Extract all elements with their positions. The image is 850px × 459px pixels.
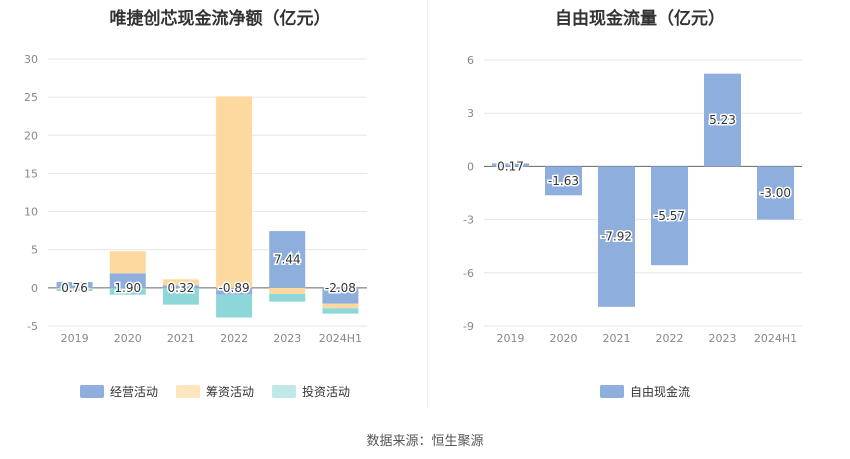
right-ytick-label-1: -6 [463, 267, 474, 280]
right-data-label-5: -3.00 [760, 186, 791, 200]
left-bar-2-5 [322, 308, 359, 314]
right-bar-0-0 [492, 163, 529, 167]
legend-item-operating[interactable]: 经营活动 [80, 383, 158, 400]
right-bar-0-1 [545, 166, 582, 196]
left-data-label-1: 1.90 [114, 281, 141, 295]
legend-swatch-operating [80, 385, 104, 398]
right-data-label-4: 5.23 [709, 113, 736, 127]
legend-label-financing: 筹资活动 [206, 385, 255, 399]
right-chart-plot: -9 -6 -3 0 3 6 2019 2020 2021 2022 2023 2024H1 0.17 -… [463, 54, 802, 345]
left-xtick-label-1: 2020 [114, 332, 142, 345]
left-data-label-5: -2.08 [325, 281, 356, 295]
right-data-label-0: 0.17 [497, 159, 524, 173]
right-chart-title: 自由现金流量（亿元） [555, 9, 725, 29]
legend-swatch-free-cash-flow [600, 385, 624, 398]
left-bar-2-2 [162, 287, 199, 305]
left-xtick-label-0: 2019 [61, 332, 89, 345]
right-data-label-1: -1.63 [548, 174, 579, 188]
left-ytick-label-6: 25 [24, 91, 38, 104]
right-data-label-3: -5.57 [654, 209, 685, 223]
panel-divider [427, 0, 428, 408]
right-ytick-label-5: 6 [467, 54, 474, 67]
left-bar-2-3 [216, 294, 253, 318]
data-source-note: 数据来源：恒生聚源 [366, 434, 484, 449]
left-bar-1-2 [162, 279, 199, 286]
right-data-label-2: -7.92 [601, 230, 632, 244]
left-data-label-2: 0.32 [168, 281, 195, 295]
right-ytick-label-0: -9 [463, 320, 474, 333]
left-bar-0-2 [162, 285, 199, 288]
left-bar-0-0 [56, 282, 93, 288]
left-bar-1-1 [109, 251, 146, 274]
left-bar-0-4 [269, 231, 306, 288]
left-chart-title: 唯捷创芯现金流净额（亿元） [109, 9, 331, 29]
right-xtick-label-0: 2019 [497, 332, 525, 345]
right-xtick-label-4: 2023 [709, 332, 737, 345]
legend-label-investing: 投资活动 [302, 385, 351, 399]
legend-item-investing[interactable]: 投资活动 [272, 383, 350, 400]
left-ytick-label-5: 20 [24, 129, 38, 142]
left-bar-0-5 [322, 287, 359, 304]
left-bar-0-1 [109, 273, 146, 288]
legend-swatch-investing [272, 385, 297, 398]
left-ytick-label-3: 10 [24, 206, 38, 219]
right-xtick-label-3: 2022 [656, 332, 684, 345]
right-ytick-label-4: 3 [467, 107, 474, 120]
legend-item-financing[interactable]: 筹资活动 [176, 383, 254, 400]
legend-label-operating: 经营活动 [110, 385, 159, 399]
left-ytick-label-4: 15 [24, 167, 38, 180]
left-ytick-label-1: 0 [31, 282, 38, 295]
left-xtick-label-2: 2021 [167, 332, 195, 345]
left-bar-1-3 [216, 96, 253, 288]
left-data-label-0: 0.76 [61, 281, 88, 295]
right-xtick-label-2: 2021 [603, 332, 631, 345]
right-bar-0-4 [704, 73, 741, 167]
legend-item-free-cash-flow[interactable]: 自由现金流 [600, 383, 690, 400]
left-data-label-3: -0.89 [219, 281, 250, 295]
right-ytick-label-2: -3 [463, 214, 474, 227]
left-data-label-4: 7.44 [274, 252, 301, 266]
left-ytick-label-2: 5 [31, 244, 38, 257]
left-bar-2-4 [269, 293, 306, 302]
left-bar-2-1 [109, 287, 146, 295]
left-bar-1-4 [269, 287, 306, 294]
right-bar-0-3 [651, 166, 688, 266]
right-xtick-label-1: 2020 [550, 332, 578, 345]
right-xtick-label-5: 2024H1 [754, 332, 797, 345]
left-xtick-label-5: 2024H1 [319, 332, 362, 345]
left-bar-1-0 [56, 287, 93, 289]
legend-label-free-cash-flow: 自由现金流 [630, 385, 691, 399]
left-xtick-label-4: 2023 [273, 332, 301, 345]
right-ytick-label-3: 0 [467, 160, 474, 173]
right-legend: 自由现金流 [600, 383, 708, 400]
left-bar-1-5 [322, 303, 359, 309]
right-bar-0-5 [757, 166, 794, 220]
left-chart-plot: -5 0 5 10 15 20 25 30 2019 2020 2021 2022 2023 2024H1… [24, 53, 367, 345]
left-xtick-label-3: 2022 [220, 332, 248, 345]
right-bar-0-2 [598, 166, 635, 307]
left-ytick-label-0: -5 [27, 320, 38, 333]
left-ytick-label-7: 30 [24, 53, 38, 66]
left-legend: 经营活动 筹资活动 投资活动 [80, 383, 368, 400]
legend-swatch-financing [176, 385, 201, 398]
left-bar-2-0 [56, 288, 93, 291]
left-bar-0-3 [216, 287, 253, 295]
